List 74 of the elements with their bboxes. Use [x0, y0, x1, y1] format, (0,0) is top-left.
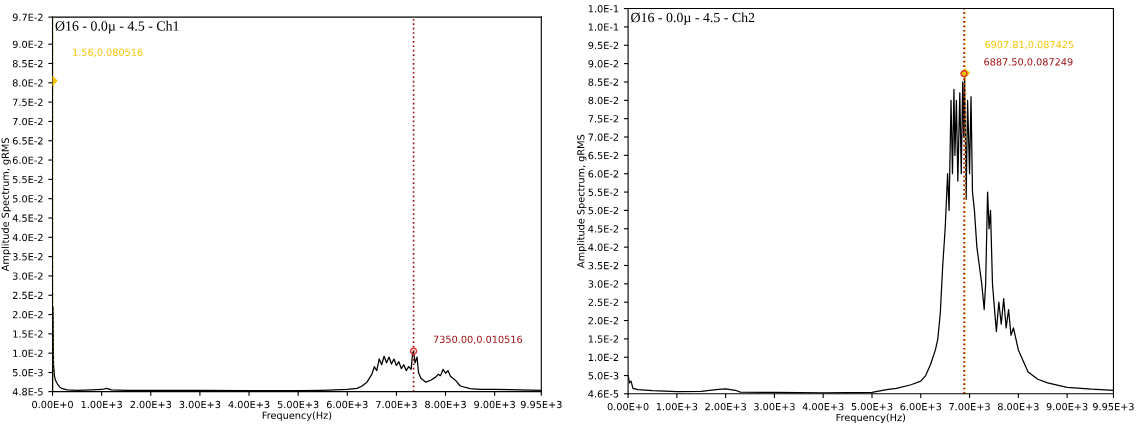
y-tick-label: 2.0E-2 — [12, 311, 43, 319]
y-axis-title: Amplitude Spectrum, gRMS — [1, 138, 11, 272]
x-tick-label: 7.00E+3 — [949, 402, 990, 411]
y-tick-label: 7.5E-2 — [588, 115, 619, 123]
y-tick-label: 9.0E-2 — [12, 40, 43, 48]
x-tick-label: 9.95E+3 — [520, 400, 562, 409]
y-tick-label: 6.5E-2 — [12, 137, 43, 145]
x-tick-label: 9.00E+3 — [474, 400, 515, 409]
y-tick-label: 8.5E-2 — [12, 59, 43, 68]
y-axis-title: Amplitude Spectrum, gRMS — [576, 134, 587, 268]
x-tick-label: 4.00E+3 — [802, 402, 844, 411]
y-tick-label: 5.5E-2 — [12, 175, 43, 184]
x-tick-label: 2.00E+3 — [130, 400, 172, 409]
x-tick-label: 2.00E+3 — [705, 402, 746, 411]
x-tick-label: 8.00E+3 — [425, 400, 466, 409]
y-tick-label: 1.0E-2 — [588, 353, 619, 362]
y-tick-label: 5.0E-3 — [12, 368, 43, 377]
x-tick-label: 1.00E+3 — [81, 400, 122, 409]
annotation: 6887.50,0.087249 — [984, 58, 1073, 67]
x-tick-label: 7.00E+3 — [376, 400, 417, 409]
chart-title: Ø16 - 0.0µ - 4.5 - Ch2 — [631, 12, 755, 26]
y-tick-label: 5.5E-2 — [588, 188, 619, 196]
y-tick-label: 4.5E-2 — [12, 214, 43, 222]
annotation: 1.56,0.080516 — [73, 48, 143, 57]
x-tick-label: 0.00E+0 — [607, 402, 649, 411]
x-tick-label: 1.00E+3 — [656, 402, 698, 411]
y-tick-label: 2.5E-2 — [12, 291, 43, 300]
y-tick-label: 9.7E-2 — [12, 13, 43, 21]
x-tick-label: 5.00E+3 — [277, 400, 319, 409]
y-tick-label: 2.5E-2 — [588, 298, 619, 307]
y-tick-label: 4.0E-2 — [12, 233, 43, 242]
x-axis-title: Frequency(Hz) — [262, 411, 332, 421]
y-tick-label: 6.5E-2 — [588, 151, 619, 160]
y-tick-label: 1.5E-2 — [13, 330, 43, 338]
y-tick-label: 3.5E-2 — [588, 261, 619, 270]
chart-title: Ø16 - 0.0µ - 4.5 - Ch1 — [55, 20, 179, 34]
y-tick-label: 9.0E-2 — [588, 60, 619, 68]
y-tick-label: 6.0E-2 — [12, 156, 43, 164]
x-tick-label: 5.00E+3 — [851, 402, 893, 411]
x-tick-label: 9.00E+3 — [1046, 402, 1088, 411]
x-tick-label: 4.00E+3 — [228, 400, 270, 409]
annotation: 7350.00,0.010516 — [433, 335, 523, 344]
y-tick-label: 5.0E-3 — [588, 372, 619, 380]
y-tick-label: 1.5E-2 — [588, 335, 619, 343]
y-tick-label: 8.0E-2 — [588, 96, 619, 105]
y-tick-label: 1.0E-2 — [13, 349, 43, 358]
y-tick-label: 3.0E-2 — [588, 280, 619, 288]
y-tick-label: 7.0E-2 — [588, 133, 619, 141]
y-tick-label: 6.0E-2 — [588, 170, 619, 178]
y-tick-label: 5.0E-2 — [588, 206, 619, 215]
y-tick-label: 8.0E-2 — [12, 79, 43, 87]
x-tick-label: 6.00E+3 — [326, 400, 368, 409]
annotation: 6907.81,0.087425 — [985, 40, 1074, 50]
x-tick-label: 8.00E+3 — [997, 402, 1039, 411]
y-tick-label: 7.5E-2 — [13, 98, 43, 106]
x-tick-label: 3.00E+3 — [179, 400, 221, 409]
x-tick-label: 3.00E+3 — [754, 402, 795, 411]
y-tick-label: 8.5E-2 — [588, 78, 619, 86]
y-tick-label: 4.0E-2 — [588, 243, 619, 251]
x-tick-label: 9.95E+3 — [1093, 402, 1134, 411]
x-tick-label: 0.00E+0 — [32, 400, 73, 409]
y-tick-label: 5.0E-2 — [12, 195, 43, 203]
y-tick-label: 3.5E-2 — [12, 253, 43, 261]
y-tick-label: 4.5E-2 — [588, 225, 619, 233]
y-tick-label: 3.0E-2 — [12, 272, 43, 280]
x-axis-title: Frequency(Hz) — [836, 413, 906, 423]
y-tick-label: 4.6E-5 — [588, 390, 619, 398]
y-tick-label: 4.8E-5 — [12, 388, 43, 396]
y-tick-label: 1.0E-1 — [588, 23, 619, 31]
y-tick-label: 2.0E-2 — [588, 317, 619, 325]
x-tick-label: 6.00E+3 — [900, 402, 942, 411]
y-tick-label: 9.5E-2 — [588, 41, 619, 50]
y-tick-label: 7.0E-2 — [13, 117, 43, 126]
y-tick-label: 1.0E-1 — [588, 5, 619, 13]
